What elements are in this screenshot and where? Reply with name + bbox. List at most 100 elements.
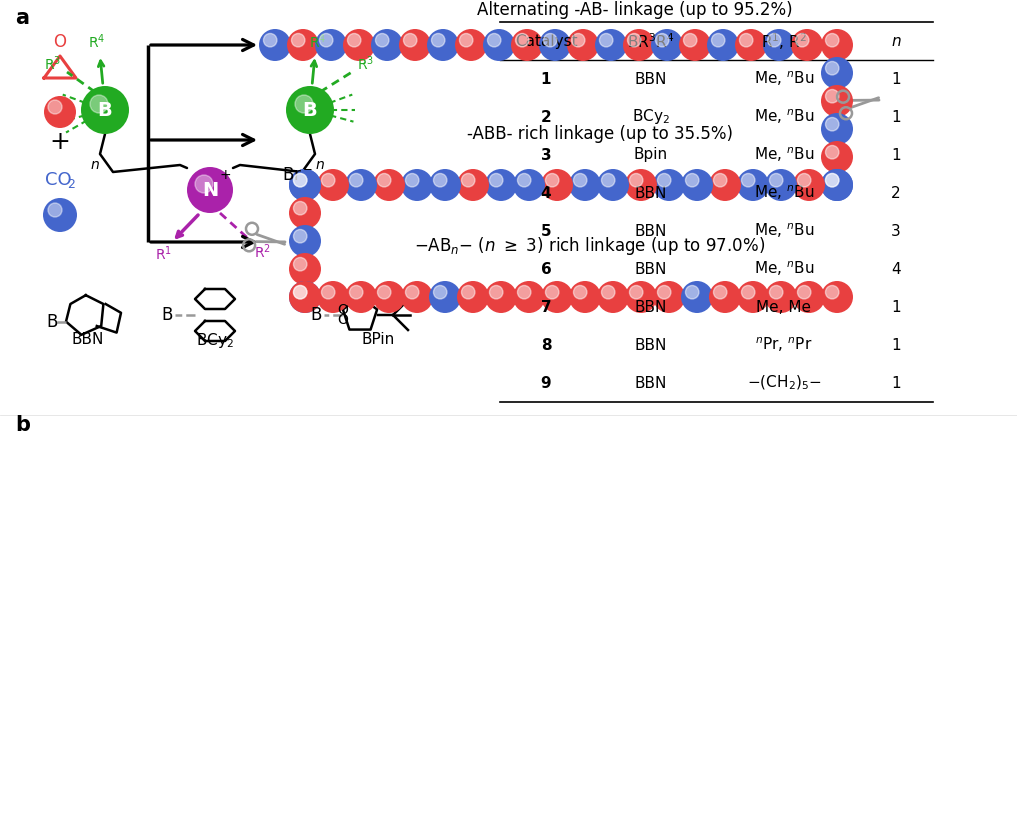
Circle shape — [597, 169, 629, 201]
Text: BR$^3$R$^4$: BR$^3$R$^4$ — [627, 32, 674, 51]
Text: BCy$_2$: BCy$_2$ — [196, 330, 234, 349]
Circle shape — [572, 33, 585, 47]
Text: O: O — [338, 303, 349, 316]
Text: B: B — [310, 306, 321, 324]
Text: B: B — [98, 100, 112, 120]
Text: 8: 8 — [541, 338, 551, 353]
Text: Me, $^n$Bu: Me, $^n$Bu — [754, 70, 815, 88]
Text: $-$(CH$_2$)$_5$$-$: $-$(CH$_2$)$_5$$-$ — [746, 374, 822, 393]
Text: Catalyst: Catalyst — [515, 35, 578, 50]
Text: $n$: $n$ — [315, 158, 324, 172]
Circle shape — [485, 169, 517, 201]
Circle shape — [770, 286, 783, 299]
Text: 5: 5 — [541, 223, 551, 238]
Text: O: O — [54, 33, 66, 51]
Circle shape — [597, 281, 629, 313]
Circle shape — [295, 95, 313, 113]
Circle shape — [350, 286, 363, 299]
Circle shape — [797, 286, 811, 299]
Circle shape — [685, 286, 699, 299]
Circle shape — [653, 281, 685, 313]
Text: B: B — [303, 100, 317, 120]
Circle shape — [289, 281, 321, 313]
Text: Me, $^n$Bu: Me, $^n$Bu — [754, 146, 815, 164]
Text: B: B — [162, 306, 173, 324]
Circle shape — [821, 281, 853, 313]
Circle shape — [793, 281, 825, 313]
Circle shape — [294, 202, 307, 215]
Text: 1: 1 — [891, 71, 901, 86]
Circle shape — [741, 173, 755, 187]
Circle shape — [679, 29, 711, 61]
Circle shape — [511, 29, 543, 61]
Text: Me, $^n$Bu: Me, $^n$Bu — [754, 222, 815, 241]
Text: 4: 4 — [891, 261, 901, 276]
Text: BBN: BBN — [635, 185, 667, 201]
Circle shape — [263, 33, 277, 47]
Circle shape — [81, 86, 129, 134]
Circle shape — [489, 173, 503, 187]
Circle shape — [707, 29, 739, 61]
Text: BBN: BBN — [635, 338, 667, 353]
Circle shape — [406, 286, 419, 299]
Circle shape — [48, 203, 62, 217]
Circle shape — [543, 33, 557, 47]
Circle shape — [685, 173, 699, 187]
Circle shape — [457, 281, 489, 313]
Circle shape — [625, 169, 657, 201]
Circle shape — [791, 29, 823, 61]
Text: +: + — [50, 130, 70, 154]
Circle shape — [289, 169, 321, 201]
Circle shape — [821, 85, 853, 117]
Circle shape — [795, 33, 809, 47]
Circle shape — [797, 173, 811, 187]
Text: BBN: BBN — [635, 71, 667, 86]
Circle shape — [350, 173, 363, 187]
Circle shape — [289, 197, 321, 229]
Circle shape — [483, 29, 515, 61]
Circle shape — [574, 286, 587, 299]
Circle shape — [462, 286, 475, 299]
Circle shape — [377, 173, 391, 187]
Circle shape — [319, 33, 333, 47]
Text: B: B — [46, 313, 57, 330]
Text: BBN: BBN — [635, 300, 667, 315]
Circle shape — [545, 286, 559, 299]
Circle shape — [826, 61, 839, 75]
Circle shape — [763, 29, 795, 61]
Text: $n$: $n$ — [891, 35, 901, 50]
Circle shape — [294, 286, 307, 299]
Circle shape — [630, 286, 643, 299]
Text: CO: CO — [45, 171, 71, 189]
Circle shape — [404, 33, 417, 47]
Circle shape — [195, 175, 213, 193]
Circle shape — [289, 169, 321, 201]
Circle shape — [601, 286, 615, 299]
Circle shape — [739, 33, 753, 47]
Circle shape — [513, 169, 545, 201]
Text: R$^4$: R$^4$ — [88, 32, 106, 51]
Text: $^n$Pr, $^n$Pr: $^n$Pr, $^n$Pr — [756, 335, 813, 354]
Circle shape — [294, 173, 307, 187]
Circle shape — [657, 286, 671, 299]
Circle shape — [429, 169, 461, 201]
Circle shape — [89, 95, 108, 113]
Circle shape — [48, 100, 62, 114]
Circle shape — [709, 281, 741, 313]
Text: 9: 9 — [541, 375, 551, 390]
Circle shape — [826, 118, 839, 131]
Circle shape — [653, 169, 685, 201]
Text: BBN: BBN — [635, 223, 667, 238]
Text: Br$^-$: Br$^-$ — [283, 166, 313, 184]
Circle shape — [567, 29, 599, 61]
Circle shape — [321, 286, 335, 299]
Text: 2: 2 — [541, 110, 551, 124]
Circle shape — [539, 29, 571, 61]
Circle shape — [712, 33, 725, 47]
Circle shape — [401, 169, 433, 201]
Circle shape — [821, 169, 853, 201]
Text: 3: 3 — [891, 223, 901, 238]
Circle shape — [489, 286, 503, 299]
Circle shape — [826, 173, 839, 187]
Text: R$^3$: R$^3$ — [45, 55, 62, 73]
